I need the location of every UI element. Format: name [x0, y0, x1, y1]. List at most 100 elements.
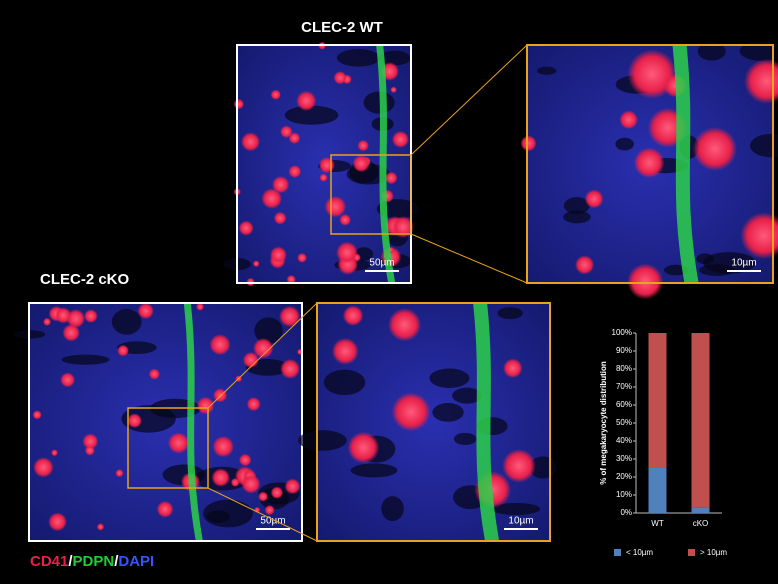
cell	[196, 396, 215, 415]
cell	[43, 317, 52, 326]
zoom-connector	[410, 44, 528, 156]
y-tick-label: 50%	[616, 418, 632, 427]
dark-region	[750, 133, 778, 158]
dark-region	[379, 50, 411, 66]
dark-region	[298, 430, 347, 451]
frame	[316, 302, 551, 542]
cell	[296, 90, 317, 111]
vessel	[672, 44, 699, 285]
y-tick-label: 90%	[616, 346, 632, 355]
cell	[390, 86, 397, 93]
dark-region	[284, 105, 339, 125]
cell	[253, 338, 274, 359]
cell	[115, 469, 124, 478]
dark-region	[563, 197, 590, 215]
cell	[84, 309, 98, 323]
dark-region	[429, 368, 470, 389]
y-axis-label: % of megakaryocyte distribution	[599, 361, 608, 485]
cell	[55, 307, 72, 324]
dark-region	[703, 252, 756, 274]
legend-label: < 10µm	[626, 548, 653, 557]
cell	[286, 274, 296, 285]
cell	[196, 302, 204, 311]
dark-region	[350, 463, 398, 478]
cell	[51, 449, 58, 457]
cell	[331, 337, 359, 365]
cell	[238, 220, 254, 236]
stain-sep: /	[68, 553, 73, 570]
cell	[48, 512, 68, 532]
x-tick-label: WT	[651, 519, 664, 528]
bar-chart: 0% 10% 20% 30% 40% 50% 60% 70% 80% 90% 100% % of me…	[599, 328, 727, 557]
cell	[288, 132, 301, 144]
dark-region	[491, 502, 541, 516]
cell	[32, 410, 42, 420]
cell	[240, 132, 261, 152]
inset-box	[330, 154, 412, 235]
stain-sep: /	[114, 553, 119, 570]
cell	[127, 413, 142, 429]
cell	[692, 126, 737, 171]
cell	[270, 486, 284, 499]
cell	[238, 453, 252, 467]
cell	[352, 154, 370, 173]
cell	[246, 397, 261, 412]
cell	[392, 216, 414, 238]
scale-label: 50µm	[260, 516, 285, 527]
vessel	[473, 302, 499, 543]
cell	[60, 372, 76, 388]
cell	[213, 388, 228, 403]
legend-swatch	[688, 549, 695, 556]
cell	[391, 392, 431, 432]
dark-region	[61, 354, 110, 365]
dark-region	[452, 387, 483, 404]
bar-segment	[691, 507, 710, 513]
scale-label: 50µm	[369, 258, 394, 269]
cell	[117, 344, 129, 357]
cell	[357, 139, 369, 152]
cell	[230, 478, 240, 487]
y-tick-label: 40%	[616, 436, 632, 445]
cell	[584, 189, 604, 209]
dark-region	[323, 369, 366, 396]
dark-region	[363, 91, 395, 114]
cell	[339, 214, 351, 226]
cell	[502, 358, 523, 379]
cell	[156, 500, 174, 518]
cell	[264, 505, 275, 516]
bar-segment	[648, 468, 667, 513]
bar-segment	[648, 333, 667, 468]
x-tick-label: cKO	[693, 519, 709, 528]
dark-region	[696, 253, 714, 265]
cell	[252, 260, 260, 267]
cell	[273, 211, 287, 225]
cell	[385, 171, 398, 185]
cell	[261, 188, 283, 209]
dark-region	[254, 317, 283, 344]
cell	[233, 98, 245, 110]
frame	[526, 44, 774, 284]
cell	[744, 58, 778, 104]
cell	[347, 431, 380, 464]
dark-region	[206, 510, 230, 523]
cell	[502, 449, 536, 483]
cell	[258, 491, 269, 502]
dark-region	[432, 403, 464, 422]
cell	[212, 435, 234, 458]
cell	[319, 173, 328, 182]
cell	[279, 305, 301, 328]
dark-region	[563, 210, 591, 224]
stain-cd41: CD41	[30, 553, 68, 570]
dark-region	[497, 307, 523, 320]
bar-segment	[691, 333, 710, 508]
dark-region	[697, 41, 726, 61]
y-tick-label: 80%	[616, 364, 632, 373]
inset-box	[127, 407, 209, 489]
cell	[627, 263, 664, 300]
cell	[280, 125, 293, 138]
y-tick-label: 0%	[620, 508, 632, 517]
cell	[33, 457, 54, 478]
cell	[148, 368, 160, 380]
dark-region	[381, 496, 404, 522]
